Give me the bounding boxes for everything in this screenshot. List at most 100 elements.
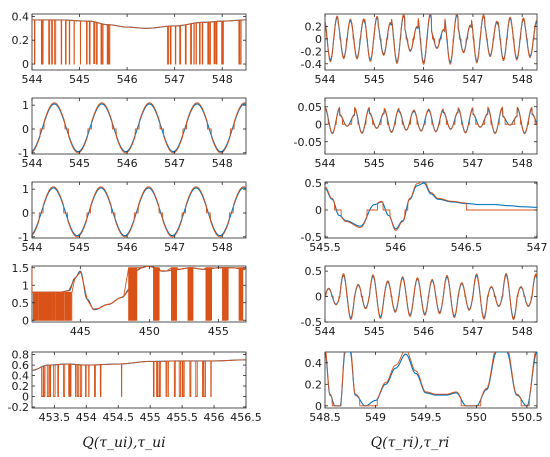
- series-line-q: [32, 186, 246, 238]
- subplot: 544 545 546 547 548 -1 0 1: [18, 181, 247, 254]
- x-tick-label: 545: [69, 73, 90, 86]
- x-tick-label: 545: [69, 157, 90, 170]
- x-tick-label: 545: [364, 157, 385, 170]
- x-tick-label: 547: [164, 157, 185, 170]
- subplot: 544 545 546 547 548 -0.5 0 0.5: [301, 265, 538, 338]
- y-tick-label: -1: [18, 147, 29, 160]
- x-tick-label: 548: [512, 73, 533, 86]
- y-tick-label: -0.2: [8, 401, 29, 414]
- x-tick-label: 547: [462, 325, 483, 338]
- y-tick-label: 0.05: [298, 101, 323, 114]
- x-tick-label: 547: [462, 157, 483, 170]
- y-tick-label: 0: [315, 291, 322, 304]
- x-tick-label: 546: [413, 73, 434, 86]
- y-tick-label: -0.5: [301, 231, 322, 244]
- x-tick-label: 546: [385, 241, 406, 254]
- y-tick-label: -1: [18, 231, 29, 244]
- y-tick-label: 0.8: [12, 349, 30, 362]
- x-tick-label: 548.5: [309, 411, 341, 424]
- x-axis-label-right: Q(τ_ri),τ_ri: [371, 435, 450, 451]
- x-tick-label: 547: [527, 241, 548, 254]
- x-tick-label: 455: [208, 325, 229, 338]
- x-tick-label: 445: [70, 325, 91, 338]
- x-tick-label: 545.5: [309, 241, 341, 254]
- x-tick-label: 544: [22, 241, 43, 254]
- y-tick-label: 0.2: [12, 380, 30, 393]
- y-tick-label: 0: [22, 58, 29, 71]
- x-tick-label: 548: [212, 73, 233, 86]
- x-tick-label: 544: [22, 73, 43, 86]
- subplot: 548.5 549 549.5 550 550.5 0 0.2 0.4: [305, 351, 543, 424]
- x-tick-label: 550: [466, 411, 487, 424]
- series-line-q: [32, 266, 246, 321]
- subplot: 545.5 546 546.5 547 -0.5 0 0.5: [301, 177, 548, 254]
- y-tick-label: 0.4: [305, 357, 323, 370]
- series-line-q: [325, 272, 537, 321]
- y-tick-label: 0.2: [12, 34, 30, 47]
- x-tick-label: 544: [315, 73, 336, 86]
- y-tick-label: 0.5: [12, 297, 30, 310]
- series-line-q: [32, 359, 246, 397]
- x-tick-label: 546: [117, 157, 138, 170]
- x-tick-label: 546.5: [451, 241, 483, 254]
- x-tick-label: 545: [69, 241, 90, 254]
- y-tick-label: 0.2: [305, 378, 323, 391]
- series-line-q: [325, 182, 537, 231]
- y-tick-label: 0: [315, 204, 322, 217]
- series-line-q: [325, 352, 536, 407]
- x-tick-label: 456: [204, 411, 225, 424]
- series-line-q: [32, 19, 246, 65]
- y-tick-label: 0: [22, 390, 29, 403]
- subplot: 544 545 546 547 548 -0.05 0 0.05: [294, 97, 538, 170]
- x-tick-label: 455.5: [166, 411, 198, 424]
- x-tick-label: 544: [315, 325, 336, 338]
- y-tick-label: -0.5: [301, 316, 322, 329]
- x-tick-label: 546: [117, 241, 138, 254]
- x-tick-label: 548: [212, 241, 233, 254]
- y-tick-label: 0.4: [12, 370, 30, 383]
- y-tick-label: 1.5: [12, 262, 30, 275]
- x-tick-label: 450: [139, 325, 160, 338]
- y-tick-label: -0.05: [294, 136, 322, 149]
- x-tick-label: 548: [512, 157, 533, 170]
- x-tick-label: 546: [413, 325, 434, 338]
- x-tick-label: 454.5: [102, 411, 134, 424]
- plot-area: [324, 265, 538, 323]
- x-tick-label: 544: [315, 157, 336, 170]
- x-tick-label: 547: [164, 73, 185, 86]
- x-tick-label: 546: [413, 157, 434, 170]
- x-tick-label: 545: [364, 73, 385, 86]
- y-tick-label: 1: [22, 279, 29, 292]
- y-tick-label: 1: [22, 183, 29, 196]
- plot-area: [31, 181, 247, 239]
- x-axis-label-left: Q(τ_ui),τ_ui: [82, 435, 165, 451]
- x-tick-label: 545: [364, 325, 385, 338]
- x-tick-label: 546: [117, 73, 138, 86]
- x-tick-label: 547: [462, 73, 483, 86]
- x-tick-label: 547: [164, 241, 185, 254]
- y-tick-label: 0: [22, 314, 29, 327]
- x-tick-label: 455: [140, 411, 161, 424]
- x-tick-label: 548: [512, 325, 533, 338]
- y-tick-label: 0: [315, 33, 322, 46]
- x-tick-label: 549: [365, 411, 386, 424]
- y-tick-label: 0.5: [305, 177, 323, 190]
- y-tick-label: 0: [22, 207, 29, 220]
- y-tick-label: 0.4: [12, 10, 30, 23]
- y-tick-label: -0.2: [301, 45, 322, 58]
- subplot: 445 450 455 0 0.5 1 1.5: [12, 262, 247, 338]
- y-tick-label: 0.5: [305, 265, 323, 278]
- x-tick-label: 453.5: [39, 411, 71, 424]
- y-tick-label: 0: [315, 118, 322, 131]
- y-tick-label: 0.6: [12, 359, 30, 372]
- subplot: 453.5 454 454.5 455 455.5 456 456.5 -0.200.20.4…: [8, 349, 262, 424]
- y-tick-label: -0.4: [301, 58, 322, 71]
- x-tick-label: 550.5: [511, 411, 543, 424]
- subplot: 544 545 546 547 548 -1 0 1: [18, 97, 247, 170]
- series-line-tau: [325, 352, 537, 407]
- x-tick-label: 454: [76, 411, 97, 424]
- y-tick-label: 0: [315, 400, 322, 413]
- series-line-tau: [325, 182, 537, 230]
- y-tick-label: 0: [22, 123, 29, 136]
